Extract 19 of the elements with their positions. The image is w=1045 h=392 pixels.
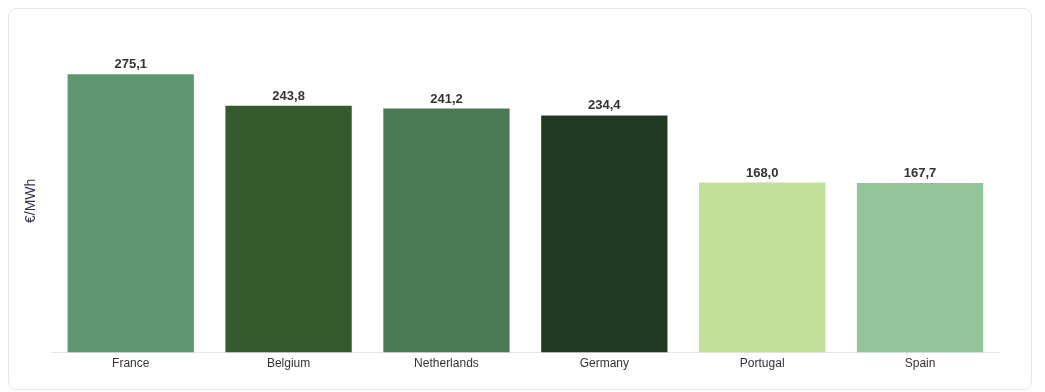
x-tick-label: Belgium [266, 356, 311, 371]
x-tick-label: Spain [904, 356, 936, 371]
data-label: 275,1 [114, 56, 148, 72]
data-label: 167,7 [903, 164, 937, 180]
bar [856, 182, 984, 353]
x-tick-label: France [112, 356, 150, 371]
bar [699, 182, 826, 353]
y-axis-title: €/MWh [22, 178, 39, 223]
data-label: 234,4 [588, 97, 622, 113]
bar [225, 105, 352, 353]
data-label: 241,2 [430, 90, 463, 106]
bar [383, 108, 510, 353]
x-tick-label: Netherlands [414, 356, 479, 371]
bar [541, 115, 668, 353]
x-tick-label: Germany [579, 356, 630, 371]
x-tick-label: Portugal [739, 356, 785, 371]
data-label: 243,8 [272, 87, 305, 103]
bar [67, 74, 194, 353]
data-label: 168,0 [745, 164, 779, 180]
